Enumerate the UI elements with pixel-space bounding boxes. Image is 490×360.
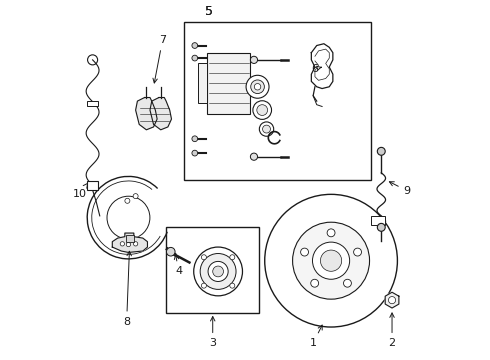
Circle shape bbox=[230, 283, 235, 288]
Circle shape bbox=[192, 55, 197, 61]
Text: 5: 5 bbox=[205, 5, 213, 18]
Circle shape bbox=[259, 122, 274, 136]
Text: 6: 6 bbox=[312, 64, 321, 74]
Circle shape bbox=[354, 248, 362, 256]
Circle shape bbox=[192, 150, 197, 156]
Circle shape bbox=[377, 224, 385, 231]
Circle shape bbox=[250, 153, 258, 160]
Bar bbox=[87, 181, 98, 190]
Bar bbox=[166, 226, 259, 313]
Circle shape bbox=[125, 198, 130, 203]
Circle shape bbox=[208, 261, 228, 282]
Circle shape bbox=[313, 242, 350, 279]
Circle shape bbox=[311, 279, 319, 287]
Text: 4: 4 bbox=[174, 255, 182, 276]
Circle shape bbox=[251, 80, 265, 94]
Bar bbox=[370, 216, 385, 225]
Text: 3: 3 bbox=[209, 316, 216, 348]
Polygon shape bbox=[150, 98, 172, 130]
Circle shape bbox=[389, 297, 395, 304]
Circle shape bbox=[263, 125, 270, 133]
Circle shape bbox=[167, 247, 175, 256]
Circle shape bbox=[327, 229, 335, 237]
Text: 8: 8 bbox=[123, 251, 131, 327]
Circle shape bbox=[343, 279, 351, 287]
Bar bbox=[184, 22, 370, 180]
Circle shape bbox=[201, 283, 206, 288]
Polygon shape bbox=[112, 233, 147, 252]
Circle shape bbox=[200, 253, 236, 289]
Bar bbox=[198, 63, 207, 103]
Circle shape bbox=[194, 247, 243, 296]
Circle shape bbox=[254, 84, 261, 90]
Bar bbox=[87, 102, 98, 107]
Polygon shape bbox=[136, 98, 157, 130]
Circle shape bbox=[377, 147, 385, 155]
Text: 1: 1 bbox=[310, 325, 322, 348]
Circle shape bbox=[192, 42, 197, 48]
Circle shape bbox=[253, 101, 271, 120]
Circle shape bbox=[265, 194, 397, 327]
Circle shape bbox=[301, 248, 309, 256]
Circle shape bbox=[246, 75, 269, 98]
Circle shape bbox=[213, 266, 223, 277]
Bar bbox=[207, 53, 250, 114]
Circle shape bbox=[230, 255, 235, 260]
Text: 5: 5 bbox=[205, 5, 213, 18]
Circle shape bbox=[201, 255, 206, 260]
Polygon shape bbox=[385, 292, 399, 308]
Text: 10: 10 bbox=[73, 183, 88, 199]
Circle shape bbox=[133, 194, 138, 199]
Circle shape bbox=[126, 242, 131, 247]
Bar bbox=[126, 235, 134, 242]
Circle shape bbox=[133, 242, 138, 246]
Circle shape bbox=[107, 196, 150, 239]
Text: 7: 7 bbox=[153, 35, 166, 83]
Circle shape bbox=[88, 55, 98, 65]
Circle shape bbox=[293, 222, 369, 299]
Circle shape bbox=[250, 56, 258, 63]
Text: 9: 9 bbox=[390, 182, 411, 196]
Circle shape bbox=[120, 242, 124, 246]
Circle shape bbox=[320, 250, 342, 271]
Circle shape bbox=[257, 105, 268, 116]
Text: 2: 2 bbox=[389, 313, 395, 348]
Circle shape bbox=[192, 136, 197, 141]
